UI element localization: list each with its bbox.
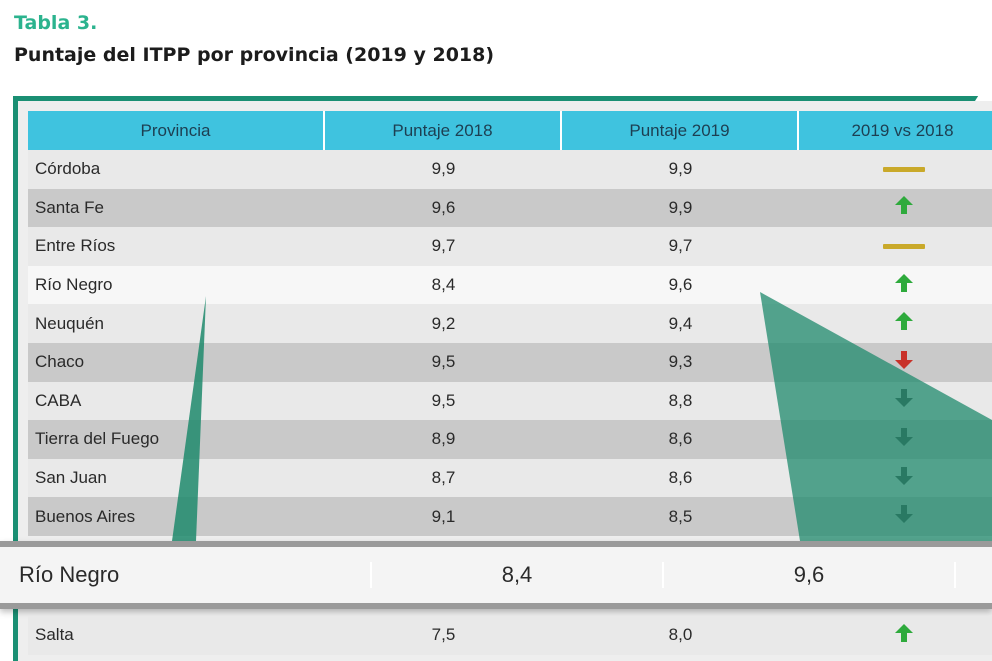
cell-trend — [799, 243, 992, 249]
table-row: Buenos Aires 9,1 8,5 — [28, 497, 992, 536]
header-comparison: 2019 vs 2018 — [799, 111, 992, 150]
cell-puntaje-2019: 8,5 — [668, 506, 693, 526]
table-row: Córdoba 9,9 9,9 — [28, 150, 992, 189]
cell-trend — [799, 349, 992, 376]
table-body: Córdoba 9,9 9,9 Santa Fe 9,6 9,9 Entre Ríos 9,7… — [28, 150, 992, 536]
arrow-up-icon — [893, 194, 915, 221]
highlight-provincia: Río Negro — [0, 562, 372, 588]
table-row: Río Negro 8,4 9,6 — [28, 265, 992, 305]
cell-trend — [799, 310, 992, 337]
cell-trend — [799, 622, 992, 649]
highlight-puntaje-2018: 8,4 — [372, 562, 664, 588]
cell-puntaje-2018: 7,5 — [431, 625, 456, 645]
cell-puntaje-2019: 9,7 — [668, 236, 693, 256]
cell-trend — [799, 426, 992, 453]
cell-provincia: Santa Fe — [35, 197, 104, 217]
header-puntaje-2019: Puntaje 2019 — [562, 111, 799, 150]
cell-puntaje-2019: 8,8 — [668, 390, 693, 410]
table-row: CABA 9,5 8,8 — [28, 381, 992, 421]
cell-puntaje-2019: 8,6 — [668, 429, 693, 449]
cell-puntaje-2019: 8,0 — [668, 625, 693, 645]
cell-puntaje-2019: 9,9 — [668, 159, 693, 179]
header-provincia: Provincia — [28, 111, 325, 150]
cell-puntaje-2018: 9,6 — [431, 197, 456, 217]
cell-puntaje-2018: 9,5 — [431, 390, 456, 410]
cell-puntaje-2018: 8,4 — [431, 275, 456, 295]
cell-puntaje-2018: 8,7 — [431, 468, 456, 488]
cell-provincia: Neuquén — [35, 313, 105, 333]
table-body-continued: Salta 7,5 8,0 — [28, 616, 992, 655]
cell-provincia: Buenos Aires — [35, 506, 136, 526]
cell-provincia: Río Negro — [35, 275, 113, 295]
table-header: Provincia Puntaje 2018 Puntaje 2019 2019… — [28, 111, 992, 150]
cell-puntaje-2018: 9,1 — [431, 506, 456, 526]
table-title: Puntaje del ITPP por provincia (2019 y 2… — [14, 44, 495, 66]
highlight-puntaje-2019: 9,6 — [664, 562, 956, 588]
table-row: Neuquén 9,2 9,4 — [28, 304, 992, 343]
table-row: Santa Fe 9,6 9,9 — [28, 188, 992, 228]
cell-trend — [799, 166, 992, 172]
table-row: Tierra del Fuego 8,9 8,6 — [28, 420, 992, 459]
cell-puntaje-2018: 9,7 — [431, 236, 456, 256]
arrow-down-icon — [893, 349, 915, 376]
cell-provincia: Tierra del Fuego — [35, 429, 160, 449]
arrow-up-icon — [893, 272, 915, 299]
arrow-down-icon — [893, 465, 915, 492]
highlighted-row: Río Negro 8,4 9,6 — [0, 541, 992, 609]
table-row: Salta 7,5 8,0 — [28, 616, 992, 655]
arrow-down-icon — [893, 503, 915, 530]
table-row: San Juan 8,7 8,6 — [28, 458, 992, 498]
cell-trend — [799, 194, 992, 221]
cell-puntaje-2018: 9,9 — [431, 159, 456, 179]
cell-trend — [799, 503, 992, 530]
cell-puntaje-2019: 9,3 — [668, 352, 693, 372]
arrow-down-icon — [893, 426, 915, 453]
equal-dash-icon — [882, 166, 925, 172]
equal-dash-icon — [882, 243, 925, 249]
cell-puntaje-2019: 9,9 — [668, 197, 693, 217]
cell-provincia: Salta — [35, 625, 74, 645]
header-puntaje-2018: Puntaje 2018 — [325, 111, 562, 150]
cell-provincia: San Juan — [35, 468, 107, 488]
table-row: Entre Ríos 9,7 9,7 — [28, 227, 992, 266]
arrow-down-icon — [893, 387, 915, 414]
cell-puntaje-2019: 9,6 — [668, 275, 693, 295]
arrow-up-icon — [893, 622, 915, 649]
cell-puntaje-2018: 8,9 — [431, 429, 456, 449]
cell-puntaje-2019: 9,4 — [668, 313, 693, 333]
cell-provincia: Chaco — [35, 352, 85, 372]
cell-puntaje-2018: 9,5 — [431, 352, 456, 372]
cell-puntaje-2018: 9,2 — [431, 313, 456, 333]
cell-provincia: Entre Ríos — [35, 236, 116, 256]
cell-trend — [799, 272, 992, 299]
table-row: Chaco 9,5 9,3 — [28, 342, 992, 382]
cell-trend — [799, 465, 992, 492]
cell-puntaje-2019: 8,6 — [668, 468, 693, 488]
itpp-table: Provincia Puntaje 2018 Puntaje 2019 2019… — [28, 111, 992, 536]
cell-provincia: Córdoba — [35, 159, 101, 179]
arrow-up-icon — [893, 310, 915, 337]
cell-trend — [799, 387, 992, 414]
cell-provincia: CABA — [35, 390, 82, 410]
table-label: Tabla 3. — [14, 12, 98, 34]
